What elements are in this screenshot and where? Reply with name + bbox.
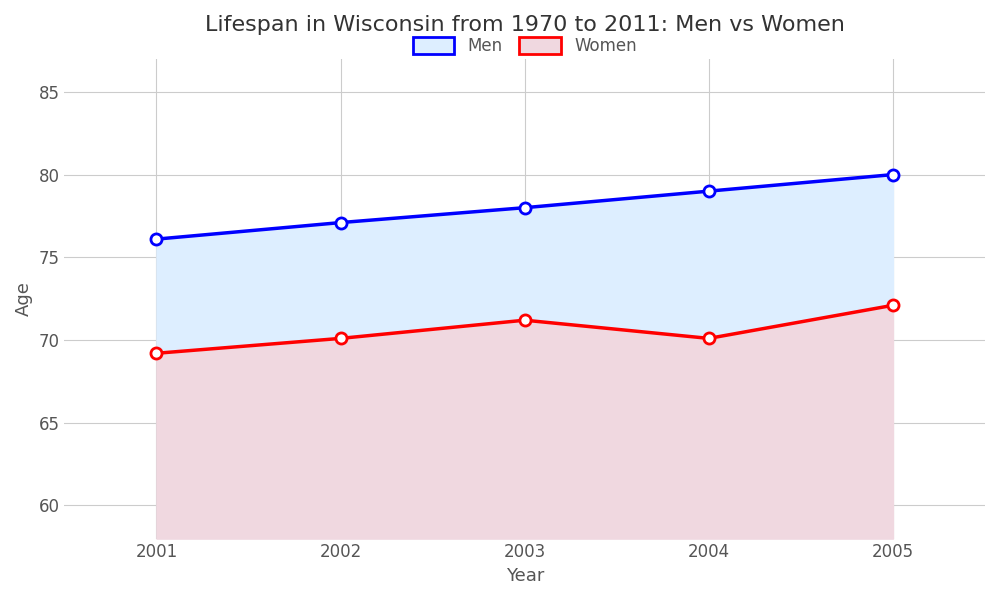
X-axis label: Year: Year <box>506 567 544 585</box>
Legend: Men, Women: Men, Women <box>404 29 645 64</box>
Y-axis label: Age: Age <box>15 281 33 316</box>
Title: Lifespan in Wisconsin from 1970 to 2011: Men vs Women: Lifespan in Wisconsin from 1970 to 2011:… <box>205 15 845 35</box>
